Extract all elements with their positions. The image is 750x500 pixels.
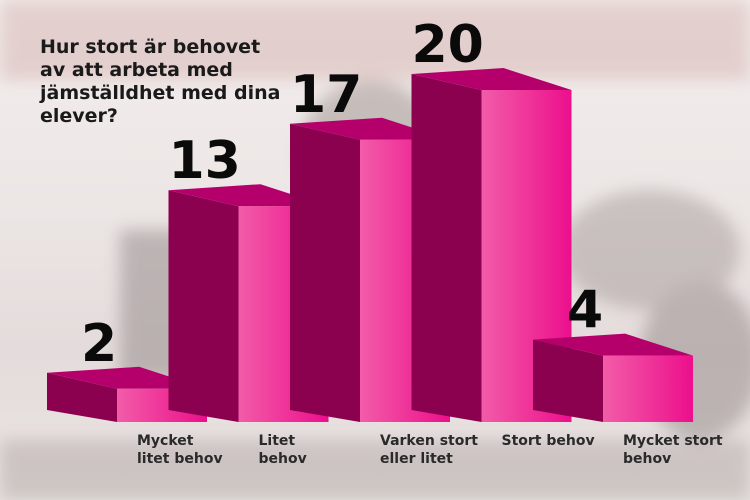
category-label-line: litet behov: [137, 451, 223, 467]
category-label-3: Stort behov: [502, 432, 595, 450]
bar-top-1: [168, 184, 329, 207]
value-label-0: 2: [81, 314, 117, 374]
category-label-line: Varken stort: [380, 433, 478, 449]
value-label-3: 20: [412, 15, 484, 75]
bar-side-2: [290, 123, 360, 423]
category-label-line: Mycket stort: [623, 433, 723, 449]
bar-side-1: [168, 190, 239, 422]
category-label-line: Stort behov: [501, 433, 595, 449]
value-label-2: 17: [290, 65, 362, 125]
value-label-4: 4: [567, 281, 603, 341]
bar-top-4: [533, 333, 693, 356]
category-label-line: eller litet: [380, 451, 453, 467]
bar-side-3: [411, 74, 482, 422]
category-label-4: Mycket stort behov: [623, 432, 723, 468]
bar-side-0: [47, 372, 117, 422]
category-label-line: behov: [623, 451, 672, 467]
category-label-line: behov: [258, 451, 307, 467]
category-label-line: Mycket: [137, 433, 194, 449]
chart-title: Hur stort är behovet av att arbeta med j…: [40, 36, 281, 127]
category-label-1: Litet behov: [259, 432, 307, 468]
category-label-2: Varken stort eller litet: [380, 432, 478, 468]
bar-side-4: [533, 339, 603, 422]
bar-front-4: [603, 355, 693, 422]
bar-top-3: [411, 68, 572, 90]
category-label-0: Mycket litet behov: [137, 432, 223, 468]
category-label-line: Litet: [258, 433, 296, 449]
bar-top-2: [290, 117, 450, 140]
bar-top-0: [47, 366, 207, 389]
value-label-1: 13: [169, 131, 241, 191]
